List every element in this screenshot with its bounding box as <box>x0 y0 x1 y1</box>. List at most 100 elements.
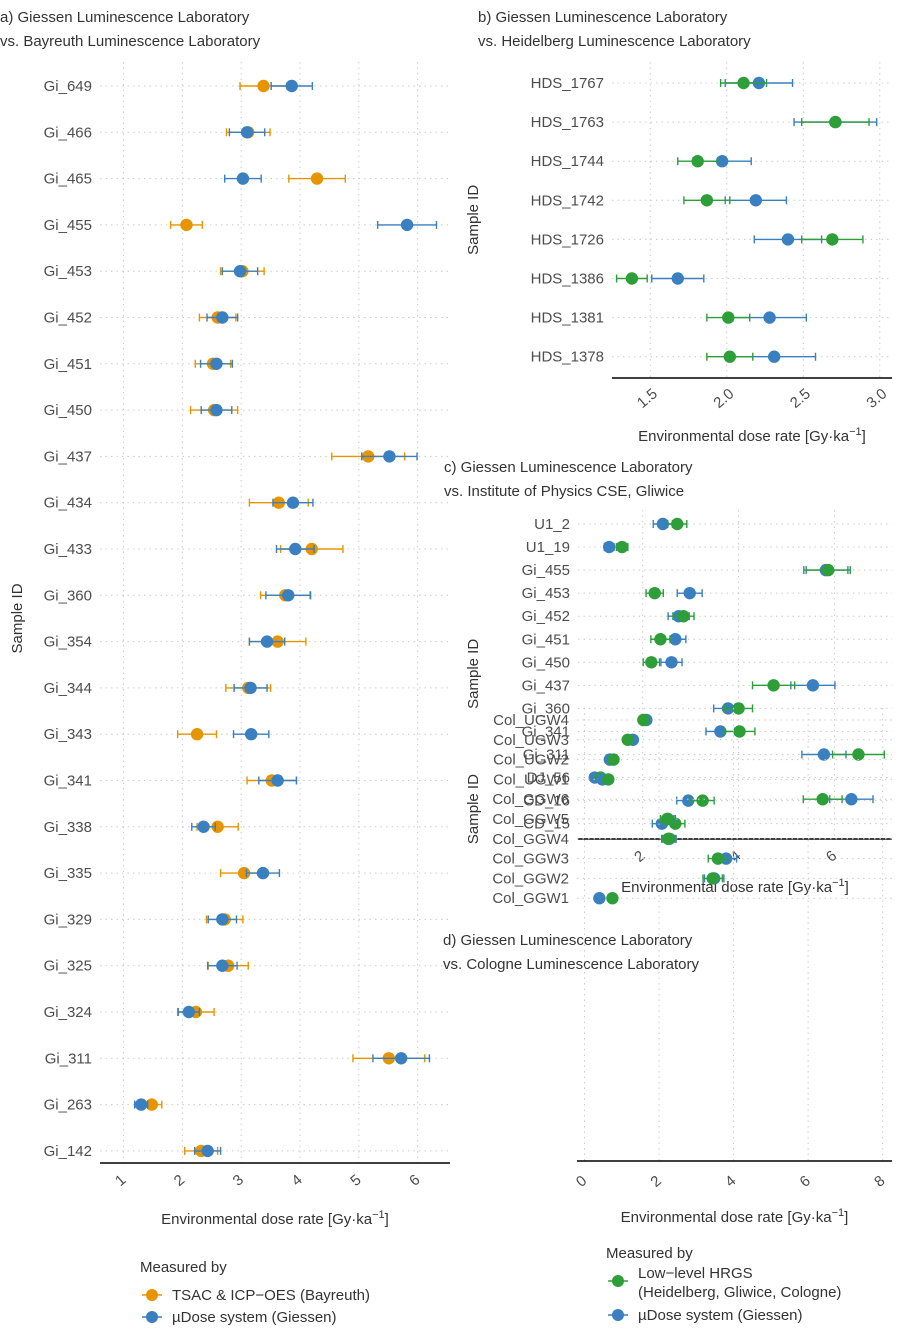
data-point <box>602 540 616 554</box>
legend-label: µDose system (Giessen) <box>172 1309 337 1326</box>
x-tick-label: 6 <box>797 1172 814 1190</box>
data-point <box>715 155 729 168</box>
data-point <box>654 633 667 646</box>
data-point <box>733 725 746 738</box>
y-tick-label: Gi_341 <box>522 723 570 740</box>
y-tick-label: Gi_311 <box>45 1050 92 1067</box>
data-point <box>210 403 223 417</box>
data-point <box>615 540 629 554</box>
y-tick-label: Gi_341 <box>44 773 92 790</box>
y-axis-title: Sample ID <box>465 774 482 844</box>
legend-key-dot <box>612 1309 624 1321</box>
data-point <box>691 155 704 168</box>
data-point <box>637 713 650 727</box>
data-point <box>817 748 831 761</box>
x-axis-title-end: ] <box>845 879 849 896</box>
x-tick-label: 2 <box>171 1171 188 1189</box>
y-tick-label: Col_GGW2 <box>492 870 569 887</box>
x-axis-title-end: ] <box>862 428 866 445</box>
data-point <box>648 586 661 600</box>
y-tick-label: HDS_1386 <box>531 271 604 288</box>
data-point <box>244 681 257 695</box>
y-tick-label: HDS_1381 <box>531 310 604 327</box>
y-tick-label: Gi_437 <box>44 448 92 465</box>
data-point <box>211 820 224 833</box>
data-point <box>257 79 270 93</box>
data-point <box>593 892 606 905</box>
x-tick-label: 0 <box>573 1172 590 1190</box>
series-bayreuth <box>141 79 426 1158</box>
x-tick-label: 1 <box>112 1171 129 1189</box>
data-point <box>210 357 223 370</box>
x-axis-title-sup: −1 <box>832 1207 845 1219</box>
y-tick-label: U1_2 <box>534 516 570 533</box>
x-tick-label: 6 <box>406 1171 423 1189</box>
legend-title: Measured by <box>140 1259 227 1276</box>
y-tick-label: Gi_343 <box>44 726 92 743</box>
y-tick-label: Col_GGW6 <box>492 791 569 808</box>
y-tick-label: Gi_360 <box>522 700 570 717</box>
x-axis-title-end: ] <box>844 1209 848 1226</box>
x-axis-title: Environmental dose rate [Gy·ka−1] <box>161 1209 389 1228</box>
data-point <box>661 812 674 826</box>
x-tick-label: 5 <box>347 1171 364 1189</box>
data-point <box>781 233 795 246</box>
y-tick-label: Gi_338 <box>44 819 92 836</box>
data-point <box>714 725 727 738</box>
panel-title-line: vs. Cologne Luminescence Laboratory <box>443 956 699 973</box>
y-tick-label: Gi_434 <box>44 495 92 512</box>
data-point <box>134 1098 148 1111</box>
x-tick-label: 4 <box>288 1171 305 1189</box>
x-axis-title-sup: −1 <box>832 877 845 889</box>
data-point <box>607 753 620 766</box>
series-hrgs <box>594 517 886 830</box>
x-axis-title-main: Environmental dose rate [Gy·ka <box>161 1211 373 1228</box>
legend-title: Measured by <box>606 1245 693 1262</box>
y-tick-label: Col_UGW3 <box>493 732 569 749</box>
data-point <box>216 959 229 972</box>
data-point <box>665 656 678 669</box>
data-point <box>656 517 670 531</box>
y-tick-label: Gi_335 <box>44 865 92 882</box>
y-tick-label: Gi_455 <box>522 562 570 579</box>
y-tick-label: Gi_455 <box>44 217 92 234</box>
series-giessen <box>134 79 438 1158</box>
y-tick-label: Gi_142 <box>44 1143 92 1160</box>
y-tick-label: Gi_344 <box>44 680 92 697</box>
x-axis-title-main: Environmental dose rate [Gy·ka <box>621 879 833 896</box>
x-axis-title-main: Environmental dose rate [Gy·ka <box>621 1209 833 1226</box>
y-tick-label: Gi_465 <box>44 171 92 188</box>
data-point <box>645 656 658 669</box>
data-point <box>671 517 684 531</box>
data-point <box>700 194 714 207</box>
y-tick-label: HDS_1742 <box>531 192 604 209</box>
y-tick-label: Col_GGW3 <box>492 851 569 868</box>
data-point <box>822 563 835 577</box>
data-point <box>683 586 696 600</box>
y-axis-title: Sample ID <box>465 639 482 709</box>
data-point <box>722 311 735 324</box>
data-point <box>236 172 250 185</box>
data-point <box>677 610 690 623</box>
y-tick-label: HDS_1767 <box>531 75 604 92</box>
data-point <box>671 272 684 285</box>
panel-b: b) Giessen Luminescence Laboratory vs. He… <box>465 9 892 445</box>
data-point <box>723 350 737 363</box>
y-tick-label: Gi_451 <box>44 356 92 373</box>
y-tick-label: Col_UGW4 <box>493 712 569 729</box>
data-point <box>260 635 274 648</box>
series-hrgs <box>602 713 843 905</box>
y-tick-label: Col_GGW1 <box>492 890 569 907</box>
y-tick-label: HDS_1763 <box>531 114 604 131</box>
x-tick-label: 2 <box>647 1172 664 1190</box>
y-tick-label: Gi_452 <box>44 310 92 327</box>
data-point <box>852 748 865 761</box>
data-point <box>289 542 302 556</box>
x-tick-label: 4 <box>722 1172 739 1190</box>
data-point <box>310 172 324 185</box>
data-point <box>732 702 745 715</box>
legend-bcd: Measured by Low−level HRGS (Heidelberg, Gl… <box>606 1245 841 1324</box>
panel-a: a) Giessen Luminescence Laboratory vs. Ba… <box>0 9 450 1228</box>
data-point <box>602 773 615 786</box>
y-axis-title: Sample ID <box>9 583 26 653</box>
